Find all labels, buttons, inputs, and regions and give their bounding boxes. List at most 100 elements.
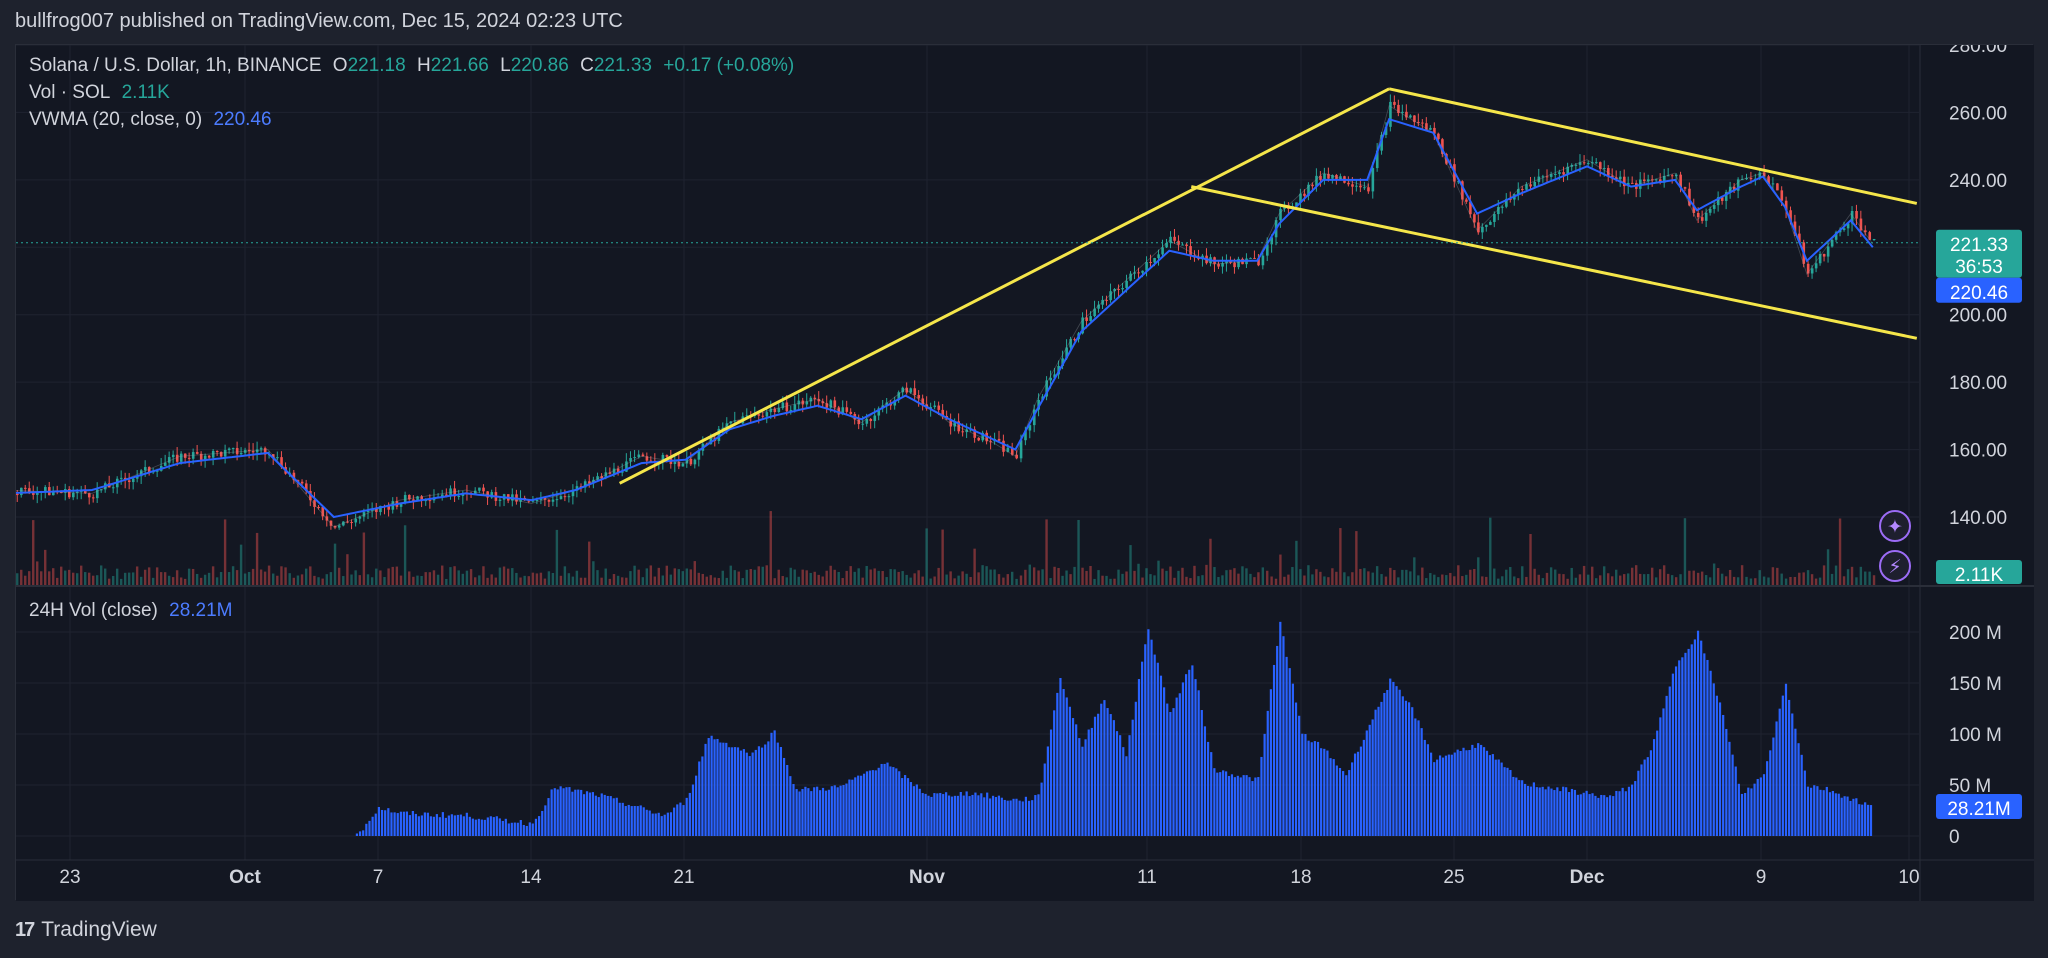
- vol24-bar: [603, 794, 606, 836]
- volume-bar: [741, 578, 744, 585]
- vol24-bar: [1450, 754, 1453, 836]
- symbol-label[interactable]: Solana / U.S. Dollar, 1h, BINANCE: [29, 55, 322, 76]
- vol24-bar: [1671, 673, 1675, 836]
- volume-bar: [669, 574, 673, 585]
- vol24-bar: [368, 820, 371, 836]
- vol24-bar: [1570, 788, 1574, 836]
- vol24-bar: [1137, 679, 1141, 836]
- volume-bar: [1253, 577, 1256, 585]
- candle-body: [179, 453, 183, 462]
- vol24-bar: [624, 806, 627, 836]
- candle-body: [1473, 214, 1476, 223]
- vol24-bar: [1791, 713, 1794, 836]
- vol24-bar: [362, 830, 365, 836]
- vol24-bar: [1181, 682, 1185, 836]
- lightning-icon[interactable]: ⚡: [1879, 550, 1911, 582]
- vol24-bar: [1846, 796, 1849, 836]
- candle-body: [1582, 162, 1586, 164]
- volume-bar: [661, 575, 665, 585]
- volume-bar: [725, 577, 728, 585]
- vol24-bar: [1712, 683, 1715, 836]
- sparkle-icon[interactable]: ✦: [1879, 510, 1911, 542]
- candle-body: [1065, 347, 1068, 359]
- volume-bar: [199, 577, 203, 585]
- volume-bar: [1712, 563, 1716, 585]
- volume-bar: [1117, 569, 1120, 585]
- candle-body: [486, 491, 489, 498]
- vol24-bar: [669, 812, 673, 836]
- vol24-bar: [1468, 750, 1471, 836]
- candle-body: [87, 493, 91, 498]
- vwma-label[interactable]: VWMA (20, close, 0): [29, 109, 203, 130]
- candle-body: [1864, 230, 1867, 233]
- vol24-bar: [980, 793, 983, 836]
- candle-body: [1599, 162, 1602, 169]
- volume-bar: [1193, 565, 1196, 585]
- volume-bar: [1241, 566, 1244, 585]
- volume-bar: [247, 571, 251, 585]
- vol24-label[interactable]: 24H Vol (close): [29, 600, 158, 621]
- volume-bar: [608, 578, 612, 585]
- volume-bar: [346, 554, 349, 585]
- volume-bar: [1513, 576, 1516, 585]
- vol24-bar: [606, 795, 609, 836]
- candle-body: [387, 506, 391, 510]
- vol24-bar: [1112, 720, 1115, 836]
- vol24-bar: [1003, 799, 1006, 836]
- volume-bar: [535, 573, 539, 585]
- low-label: L: [500, 55, 511, 76]
- volume-bar: [1868, 571, 1871, 585]
- candle-body: [1638, 179, 1642, 189]
- vol24-bar: [1538, 787, 1541, 836]
- candle-body: [44, 487, 47, 492]
- vol24-bar: [1233, 777, 1236, 836]
- vol24-bar: [1690, 644, 1693, 836]
- candle-body: [801, 400, 805, 405]
- vol24-bar: [615, 797, 618, 836]
- vol24-bar: [731, 747, 734, 836]
- vol24-bar: [757, 746, 761, 836]
- vol24-bar: [408, 815, 411, 836]
- volume-bar: [997, 574, 1001, 585]
- candle-body: [1806, 263, 1810, 274]
- volume-bar: [56, 577, 59, 585]
- vol24-bar: [1453, 752, 1456, 836]
- candle-body: [977, 437, 981, 441]
- vol24-bar: [1547, 786, 1550, 836]
- vol24-bar: [1338, 768, 1342, 836]
- vol24-bar: [1081, 746, 1084, 836]
- tradingview-logo[interactable]: 17 TradingView: [15, 918, 157, 942]
- chart-frame[interactable]: 280.00260.00240.00220.00200.00180.00160.…: [15, 44, 2034, 901]
- candle-body: [981, 432, 985, 441]
- vol24-bar: [860, 775, 863, 836]
- vol24-bar: [801, 789, 804, 836]
- candle-body: [697, 450, 701, 460]
- vol24-bar: [402, 811, 405, 836]
- volume-bar: [633, 565, 636, 585]
- vol24-bar: [1236, 775, 1239, 836]
- volume-bar: [753, 569, 756, 585]
- chart-canvas[interactable]: 280.00260.00240.00220.00200.00180.00160.…: [16, 45, 2034, 901]
- volume-bar: [183, 578, 187, 585]
- volume-bar: [370, 577, 374, 585]
- volume-bar: [523, 575, 526, 585]
- volume-bar: [989, 569, 992, 585]
- vol24-bar: [1775, 721, 1778, 836]
- candle-body: [997, 438, 1001, 441]
- candle-body: [1161, 247, 1164, 255]
- volume-bar: [1061, 575, 1064, 585]
- last-price-tag-text: 36:53: [1955, 257, 2003, 278]
- volume-label[interactable]: Vol · SOL: [29, 82, 111, 103]
- candle-body: [909, 388, 913, 393]
- volume-bar: [1413, 557, 1416, 585]
- candle-body: [1371, 168, 1375, 192]
- volume-bar: [1728, 569, 1732, 585]
- volume-bar: [1441, 574, 1444, 585]
- candle-body: [805, 401, 809, 405]
- candle-body: [1141, 270, 1144, 273]
- vol24-bar: [1266, 710, 1269, 836]
- candle-body: [1784, 200, 1788, 211]
- vol24-bar: [420, 815, 423, 836]
- candle-body: [604, 472, 608, 479]
- volume-bar: [1445, 575, 1448, 585]
